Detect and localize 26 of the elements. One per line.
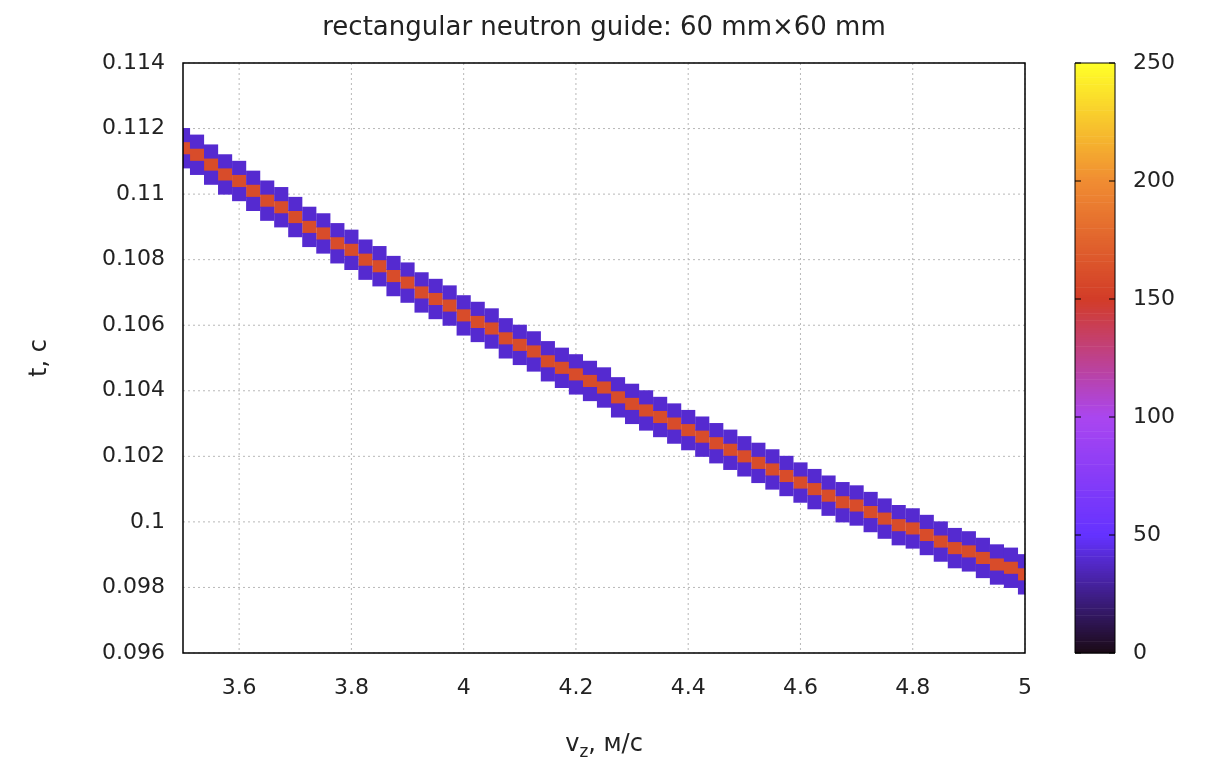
- color-bar-label: 250: [1133, 48, 1175, 74]
- color-bar-label: 200: [1133, 166, 1175, 192]
- y-tick-label: 0.096: [102, 638, 165, 664]
- y-tick-label: 0.112: [102, 114, 165, 140]
- color-bar-label: 0: [1133, 638, 1147, 664]
- color-bar-label: 150: [1133, 284, 1175, 310]
- color-bar-label: 100: [1133, 402, 1175, 428]
- x-tick-label: 4.6: [782, 673, 818, 699]
- x-tick-label: 4.2: [558, 673, 594, 699]
- x-tick-label: 4.8: [895, 673, 931, 699]
- y-tick-label: 0.11: [116, 179, 165, 205]
- y-tick-label: 0.1: [130, 507, 165, 533]
- x-tick-label: 4: [456, 673, 471, 699]
- y-tick-label: 0.104: [102, 376, 165, 402]
- x-tick-label: 3.6: [221, 673, 257, 699]
- x-tick-label: 4.4: [670, 673, 706, 699]
- chart-title: rectangular neutron guide: 60 mm×60 mm: [322, 10, 886, 41]
- y-tick-label: 0.106: [102, 310, 165, 336]
- y-axis-title: t, с: [24, 339, 53, 377]
- color-bar-label: 50: [1133, 520, 1161, 546]
- y-tick-label: 0.098: [102, 573, 165, 599]
- y-tick-label: 0.108: [102, 245, 165, 271]
- y-tick-label: 0.114: [102, 48, 165, 74]
- x-tick-label: 5: [1018, 673, 1032, 699]
- y-tick-label: 0.102: [102, 442, 165, 468]
- x-tick-label: 3.8: [333, 673, 369, 699]
